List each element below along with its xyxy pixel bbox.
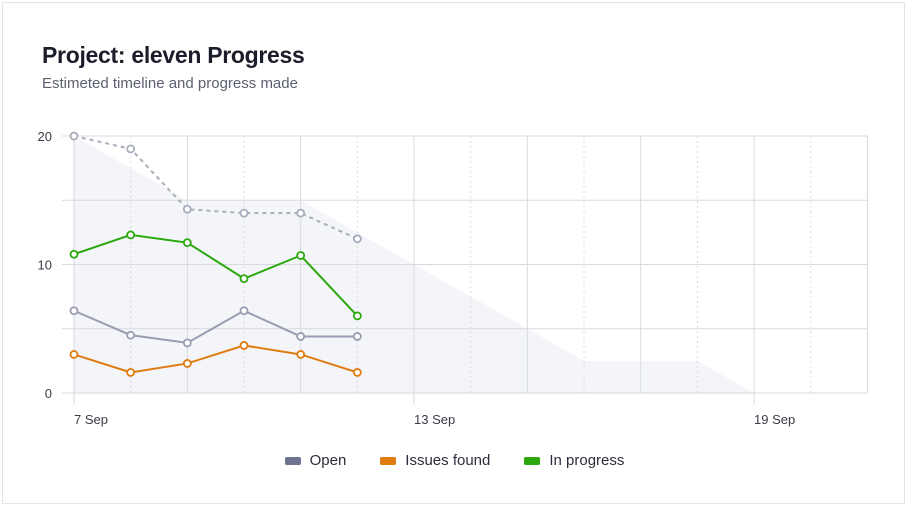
legend-swatch xyxy=(524,456,541,465)
series-line-estimate xyxy=(73,135,358,240)
data-point xyxy=(126,368,136,377)
legend-item[interactable]: Issues found xyxy=(380,452,490,469)
data-point xyxy=(69,249,79,259)
data-point xyxy=(296,350,306,359)
data-point xyxy=(69,306,79,316)
data-point xyxy=(239,306,249,316)
legend-label: Open xyxy=(309,452,347,469)
series-line-open xyxy=(73,309,358,344)
page-title: Project: eleven Progress xyxy=(42,42,305,68)
legend-swatch xyxy=(380,456,397,465)
data-point xyxy=(69,131,79,141)
page-subtitle: Estimeted timeline and progress made xyxy=(42,75,298,92)
data-point xyxy=(69,350,79,359)
data-point xyxy=(182,359,192,368)
data-point xyxy=(352,311,362,321)
data-point xyxy=(182,338,192,348)
data-point xyxy=(296,251,306,260)
legend-item[interactable]: Open xyxy=(284,452,347,469)
legend-label: In progress xyxy=(549,452,625,469)
data-point xyxy=(126,144,136,154)
data-point xyxy=(352,368,362,377)
series-line-in-progress xyxy=(73,233,359,317)
x-tick-label: 7 Sep xyxy=(74,412,108,427)
legend-item[interactable]: In progress xyxy=(524,452,624,469)
data-point xyxy=(182,238,192,248)
data-point xyxy=(352,234,362,244)
data-point xyxy=(352,332,362,341)
data-point xyxy=(239,341,249,350)
data-point xyxy=(239,208,249,218)
data-point xyxy=(296,208,306,218)
data-point xyxy=(182,204,192,214)
legend-swatch xyxy=(284,456,301,465)
y-tick-label: 20 xyxy=(38,129,52,144)
x-tick-label: 13 Sep xyxy=(414,412,455,427)
x-tick-label: 19 Sep xyxy=(754,412,795,427)
data-point xyxy=(126,230,136,240)
legend: Open Issues found In progress xyxy=(0,452,909,469)
data-point xyxy=(126,330,136,340)
legend-label: Issues found xyxy=(405,452,491,469)
data-point xyxy=(296,332,306,341)
y-tick-label: 10 xyxy=(38,258,52,273)
y-tick-label: 0 xyxy=(45,386,52,401)
series-line-issues-found xyxy=(73,344,358,374)
data-point xyxy=(239,274,249,284)
